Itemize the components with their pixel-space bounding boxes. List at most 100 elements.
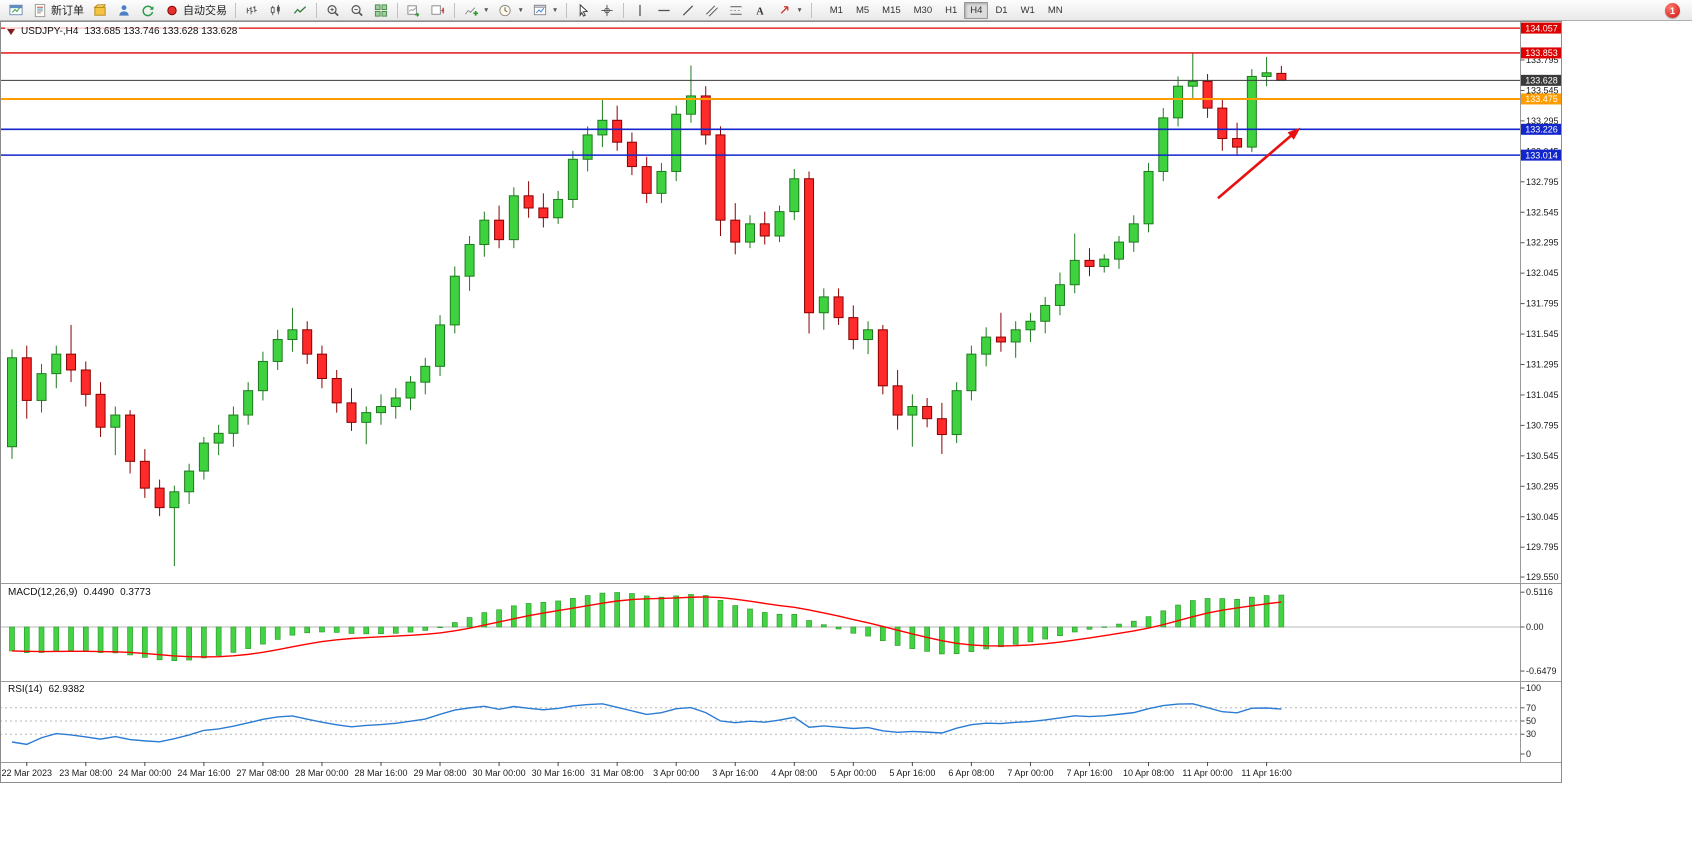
indicators-button[interactable]: ▼ <box>459 1 493 19</box>
zoom-out-button[interactable] <box>345 1 369 19</box>
price-axis-label: 130.795 <box>1526 420 1559 430</box>
time-axis[interactable]: 22 Mar 2023 23 Mar 08:00 24 Mar 00:00 24 Ma… <box>1 762 1292 778</box>
periods-button[interactable]: ▼ <box>493 1 527 19</box>
macd-pane[interactable] <box>0 592 1520 661</box>
chart-canvas[interactable]: 133.795133.545133.295133.045132.795132.5… <box>0 21 1562 783</box>
macd-histogram-bar <box>983 626 989 650</box>
macd-histogram-bar <box>835 626 842 630</box>
trendline-button[interactable] <box>676 1 700 19</box>
fibonacci-button[interactable] <box>724 1 748 19</box>
timeframe-h1[interactable]: H1 <box>945 4 958 16</box>
macd-histogram-bar <box>466 617 473 628</box>
macd-axis-label: -0.6479 <box>1526 666 1557 676</box>
macd-histogram-bar <box>83 626 89 652</box>
price-axis-label: 133.795 <box>1526 55 1559 65</box>
crosshair-button[interactable] <box>595 1 619 19</box>
time-axis-label: 30 Mar 00:00 <box>473 768 526 778</box>
chart-window-icon <box>9 4 23 15</box>
timeframe-w1[interactable]: W1 <box>1020 4 1035 16</box>
tline-icon <box>683 4 694 16</box>
chart-bars-button[interactable] <box>240 1 264 19</box>
cursor-button[interactable] <box>571 1 595 19</box>
timeframe-m5[interactable]: M5 <box>855 4 870 16</box>
chart-candles-button[interactable] <box>264 1 288 19</box>
shift-icon <box>431 4 445 15</box>
macd-histogram-bar <box>1116 623 1122 628</box>
macd-histogram-bar <box>156 626 163 661</box>
community-refresh-button[interactable] <box>136 1 160 19</box>
auto-trading-button[interactable]: 自动交易 <box>160 1 231 19</box>
macd-histogram-bar <box>9 626 15 652</box>
macd-histogram-bar <box>1057 626 1063 637</box>
tile-windows-button[interactable] <box>369 1 393 19</box>
time-axis-label: 11 Apr 16:00 <box>1241 768 1291 778</box>
time-axis-label: 22 Mar 2023 <box>1 768 52 778</box>
arrow-objects-button[interactable]: ▼ <box>772 1 806 19</box>
auto-scroll-button[interactable] <box>402 1 426 19</box>
vertical-line-button[interactable] <box>628 1 652 19</box>
equidistant-channel-button[interactable] <box>700 1 724 19</box>
rsi-pane[interactable] <box>0 703 1520 746</box>
price-badge-label: 133.853 <box>1525 48 1558 58</box>
candle <box>361 412 372 423</box>
trend-arrow[interactable] <box>1217 127 1301 200</box>
templates-button[interactable]: ▼ <box>528 1 562 19</box>
horizontal-line-button[interactable] <box>652 1 676 19</box>
macd-histogram-bar <box>304 626 311 634</box>
time-axis-label: 6 Apr 08:00 <box>948 768 994 778</box>
timeframe-h4[interactable]: H4 <box>964 1 989 19</box>
notification-badge[interactable]: 1 <box>1665 3 1680 18</box>
macd-histogram-bar <box>1101 626 1108 628</box>
macd-histogram-bar <box>437 626 443 628</box>
timeframe-m15[interactable]: M15 <box>882 4 901 16</box>
candle <box>66 353 77 371</box>
candle <box>346 402 357 423</box>
toolbar-buttons: 新订单 自动交易 ▼ ▼ ▼ A ▼ <box>4 1 816 19</box>
time-axis-label: 3 Apr 16:00 <box>712 768 758 778</box>
candle <box>597 119 608 136</box>
timeframe-m1[interactable]: M1 <box>829 4 843 16</box>
candle <box>1202 80 1213 109</box>
macd-axis-label: 0.5116 <box>1526 587 1553 597</box>
zoom-in-button[interactable] <box>321 1 345 19</box>
new-order-button[interactable]: 新订单 <box>28 1 88 19</box>
chevron-down-icon: ▼ <box>551 6 559 14</box>
chart-line-button[interactable] <box>288 1 312 19</box>
macd-histogram-bar <box>260 626 266 645</box>
price-badge-label: 134.057 <box>1525 23 1558 33</box>
candle <box>464 244 475 277</box>
collapse-triangle-icon[interactable] <box>7 28 15 35</box>
time-axis-label: 24 Mar 00:00 <box>118 768 171 778</box>
fibo-icon <box>730 5 742 15</box>
price-axis[interactable]: 133.795133.545133.295133.045132.795132.5… <box>1520 21 1563 762</box>
market-watch-button[interactable] <box>88 1 112 19</box>
text-label-button[interactable]: A <box>748 1 772 19</box>
macd-histogram-bar <box>348 626 355 634</box>
candle <box>892 385 903 416</box>
candle <box>804 178 815 314</box>
macd-histogram-bar <box>1027 626 1034 643</box>
candle <box>538 207 549 219</box>
chart-shift-button[interactable] <box>426 1 450 19</box>
candle <box>257 360 268 392</box>
timeframe-m30[interactable]: M30 <box>913 4 933 16</box>
candle <box>612 119 623 143</box>
time-axis-label: 29 Mar 08:00 <box>414 768 467 778</box>
time-axis-label: 5 Apr 00:00 <box>830 768 876 778</box>
price-badge <box>1521 22 1562 34</box>
candle <box>287 329 298 341</box>
timeframe-d1[interactable]: D1 <box>995 4 1008 16</box>
candle <box>494 219 505 241</box>
time-axis-label: 23 Mar 08:00 <box>59 768 112 778</box>
price-axis-label: 133.295 <box>1526 116 1559 126</box>
profile-button[interactable] <box>112 1 136 19</box>
macd-histogram-bar <box>127 626 133 656</box>
macd-histogram-bar <box>1263 595 1270 628</box>
timeframe-mn[interactable]: MN <box>1047 4 1063 16</box>
channel-icon <box>706 4 719 16</box>
macd-histogram-bar <box>378 626 384 635</box>
new-chart-button[interactable] <box>4 1 28 19</box>
macd-histogram-bar <box>540 602 547 628</box>
chevron-down-icon: ▼ <box>517 6 524 14</box>
candle <box>995 336 1006 343</box>
